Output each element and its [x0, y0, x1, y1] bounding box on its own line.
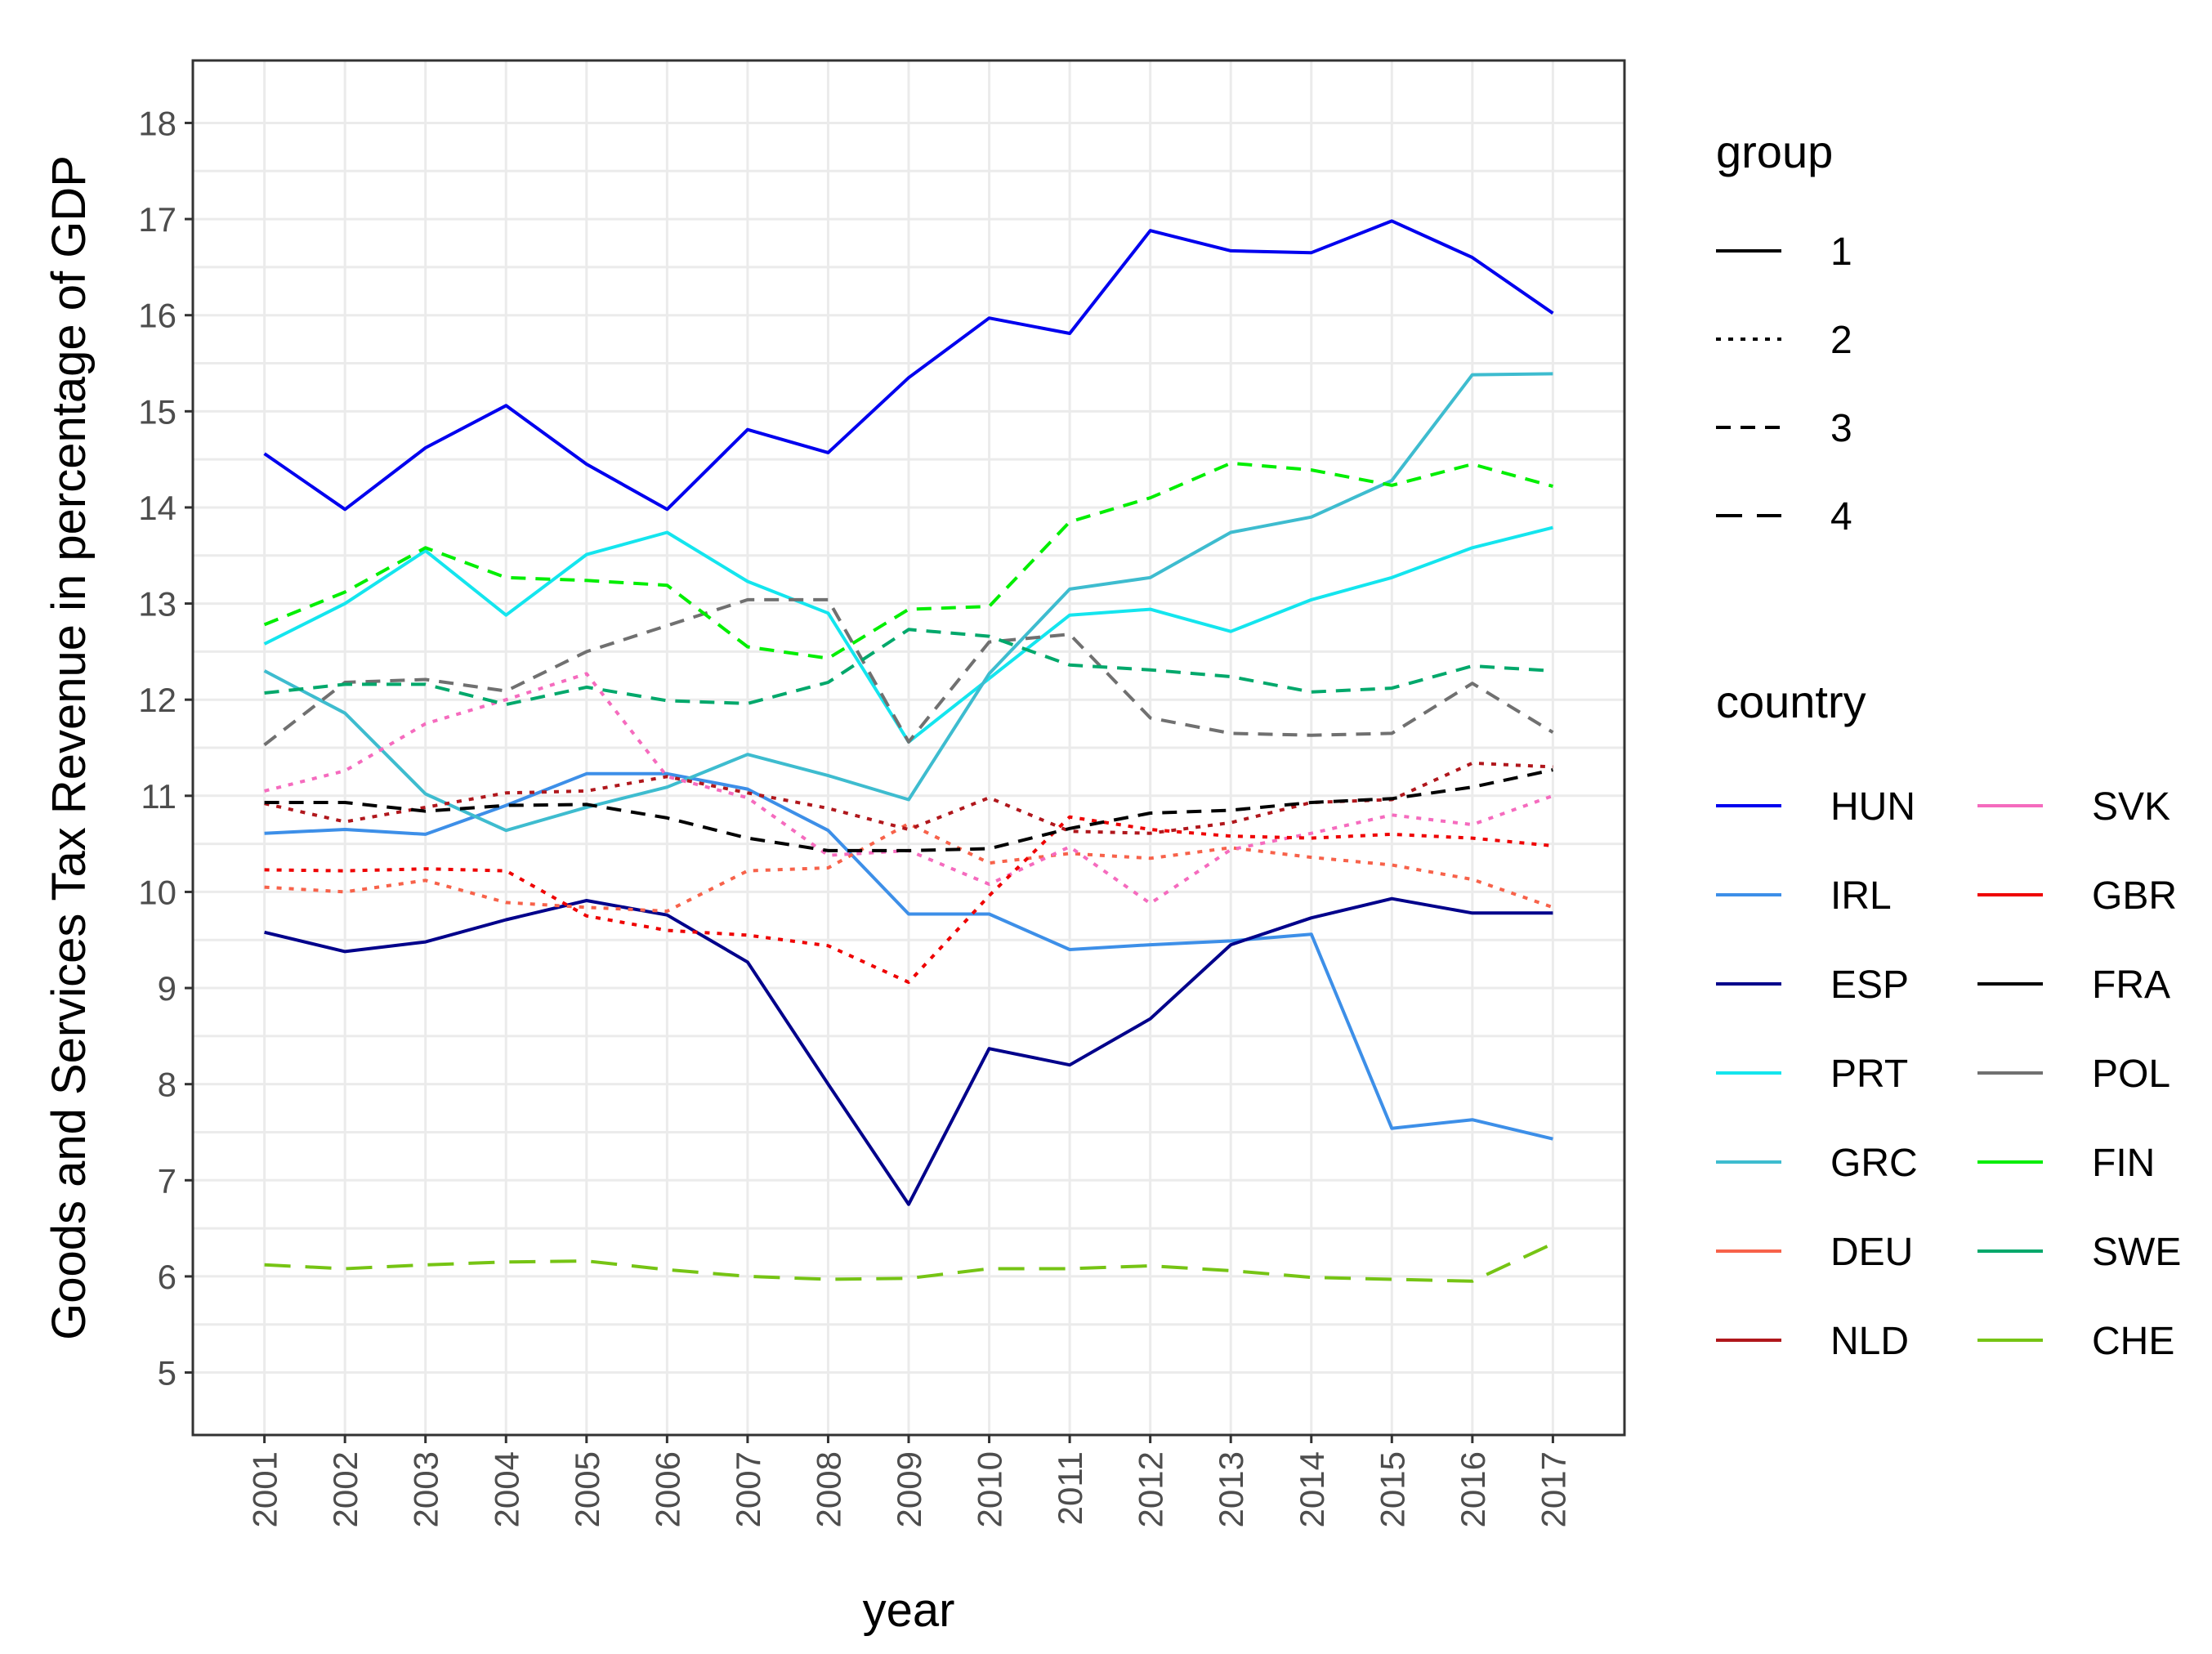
series-line-gbr [264, 815, 1553, 984]
country-legend-label: FRA [2092, 963, 2170, 1007]
x-tick-label: 2015 [1373, 1451, 1411, 1527]
group-legend-label: 2 [1830, 319, 1852, 362]
country-legend-label: POL [2092, 1053, 2170, 1096]
x-tick-label: 2014 [1293, 1451, 1331, 1527]
series-line-pol [263, 597, 1554, 747]
series-line-grc [263, 372, 1553, 833]
country-legend-label: SVK [2092, 785, 2170, 829]
country-legend-label: PRT [1830, 1053, 1908, 1096]
series-line-swe [264, 628, 1553, 707]
group-legend-label: 4 [1830, 495, 1852, 539]
country-legend-label: FIN [2092, 1142, 2155, 1185]
legend: group 1 2 3 4 country HUN IRL ESP PRT GRC DEU NLD… [1716, 126, 2181, 1363]
series-line-fin [263, 461, 1553, 660]
x-tick-label: 2006 [648, 1451, 686, 1527]
x-tick-label: 2004 [487, 1451, 525, 1527]
y-tick-label: 8 [158, 1066, 177, 1104]
y-tick-label: 16 [138, 297, 177, 335]
x-tick-label: 2002 [326, 1451, 364, 1527]
y-tick-label: 13 [138, 585, 177, 624]
group-legend-label: 1 [1830, 230, 1852, 274]
country-legend-label: GBR [2092, 874, 2177, 918]
x-tick-label: 2011 [1051, 1451, 1089, 1525]
y-tick-label: 5 [158, 1354, 177, 1392]
y-tick-label: 17 [138, 200, 177, 239]
y-tick-label: 11 [141, 777, 177, 816]
x-tick-label: 2010 [971, 1451, 1009, 1527]
group-legend-label: 3 [1830, 407, 1852, 450]
country-legend-label: CHE [2092, 1320, 2174, 1363]
x-tick-label: 2017 [1534, 1451, 1572, 1527]
series-line-irl [264, 771, 1553, 1141]
x-tick-label: 2003 [407, 1451, 445, 1527]
series-line-che [264, 1242, 1554, 1283]
x-axis-title: year [863, 1584, 955, 1637]
x-tick-label: 2013 [1212, 1451, 1250, 1527]
x-tick-label: 2001 [246, 1451, 284, 1527]
series-line-hun [263, 219, 1554, 512]
series-layer [263, 219, 1554, 1283]
x-tick-label: 2016 [1454, 1451, 1492, 1527]
y-axis-title: Goods and Services Tax Revenue in percen… [42, 155, 96, 1340]
x-axis: 2001 2002 2003 2004 2005 2006 2007 2008 2009 2010… [246, 1435, 1572, 1527]
group-legend-items: 1 2 3 4 [1716, 230, 1852, 539]
country-legend-label: DEU [1830, 1231, 1913, 1274]
x-tick-label: 2009 [890, 1451, 928, 1527]
country-legend-label: IRL [1830, 874, 1892, 918]
plot-area [191, 59, 1626, 1437]
country-legend-label: ESP [1830, 963, 1909, 1007]
country-legend-label: HUN [1830, 785, 1915, 829]
y-tick-label: 7 [158, 1161, 177, 1200]
x-tick-label: 2012 [1132, 1451, 1170, 1527]
y-tick-label: 9 [158, 969, 177, 1008]
country-legend-label: SWE [2092, 1231, 2181, 1274]
country-legend-label: NLD [1830, 1320, 1909, 1363]
y-tick-label: 15 [138, 392, 177, 431]
country-legend-title: country [1716, 676, 1866, 727]
y-axis: 5 6 7 8 9 10 11 12 13 14 15 16 17 18 [138, 104, 193, 1392]
y-tick-label: 6 [158, 1258, 177, 1296]
series-line-fra [264, 768, 1553, 852]
country-legend-label: GRC [1830, 1142, 1918, 1185]
grid-lines [193, 60, 1624, 1435]
x-tick-label: 2008 [809, 1451, 847, 1527]
y-tick-label: 14 [138, 489, 177, 527]
x-tick-label: 2005 [568, 1451, 606, 1527]
y-tick-label: 10 [138, 873, 177, 911]
country-legend-items: HUN IRL ESP PRT GRC DEU NLD SVK GBR FRA POL FIN SWE C… [1716, 785, 2181, 1363]
y-tick-label: 18 [138, 104, 177, 142]
series-line-esp [264, 896, 1553, 1206]
y-tick-label: 12 [138, 681, 177, 719]
group-legend-title: group [1716, 126, 1833, 177]
x-tick-label: 2007 [729, 1451, 767, 1527]
